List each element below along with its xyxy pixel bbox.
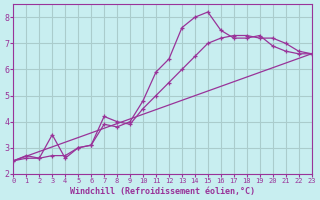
X-axis label: Windchill (Refroidissement éolien,°C): Windchill (Refroidissement éolien,°C) <box>70 187 255 196</box>
